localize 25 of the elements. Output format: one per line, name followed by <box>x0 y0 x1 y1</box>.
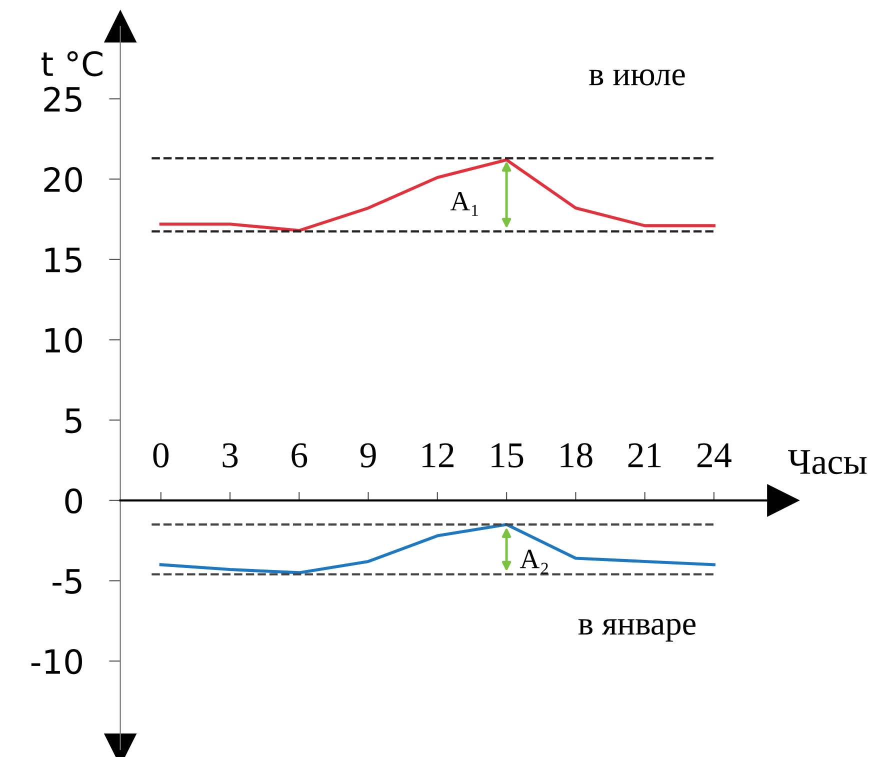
y-tick-label: 0 <box>65 488 82 514</box>
y-tick-label: 5 <box>66 408 82 434</box>
y-tick-label: 10 <box>45 328 82 353</box>
x-tick-label: 3 <box>222 443 238 468</box>
y-tick-label: 25 <box>44 86 82 112</box>
y-tick-label: -5 <box>52 569 82 594</box>
annotation: в январе <box>578 618 696 642</box>
y-tick-label: -10 <box>31 648 82 674</box>
y-tick-label: 20 <box>44 167 82 192</box>
x-tick-label: 12 <box>422 443 454 468</box>
annotation: A₂ <box>520 550 548 574</box>
x-tick-label: 21 <box>628 443 661 468</box>
x-tick-label: 0 <box>153 443 169 468</box>
x-tick-label: 15 <box>492 443 524 468</box>
y-axis-title: t °C <box>41 51 102 76</box>
y-tick-label: 15 <box>45 248 82 273</box>
x-tick-label: 9 <box>360 443 376 468</box>
line-series <box>159 158 716 232</box>
x-axis-title: Часы <box>788 450 867 474</box>
x-tick-label: 18 <box>560 443 592 468</box>
annotation: в июле <box>589 69 685 86</box>
annotation: A₁ <box>450 192 478 216</box>
x-tick-label: 24 <box>697 443 732 468</box>
line-series <box>159 522 716 574</box>
x-tick-label: 6 <box>292 443 308 468</box>
